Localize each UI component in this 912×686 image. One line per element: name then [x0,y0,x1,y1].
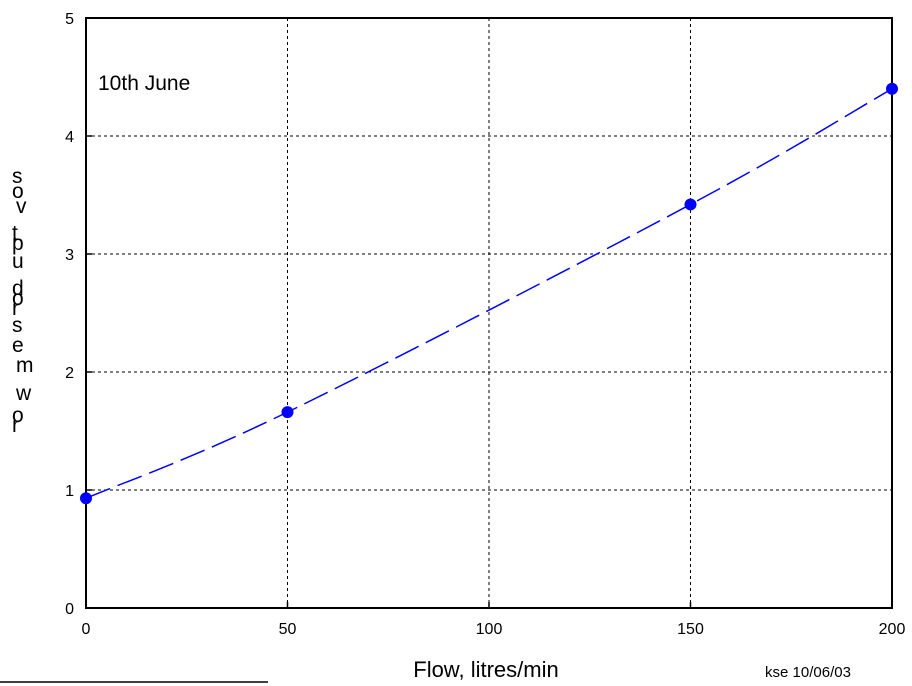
y-tick-label: 3 [65,247,74,264]
y-tick-label: 5 [65,11,74,28]
y-axis-title-char: s [12,165,23,188]
y-axis-title-char: w [15,382,32,405]
y-axis-title-char: v [16,195,27,218]
y-axis-title-char: m [16,354,34,377]
y-axis-title-char: r [12,297,19,320]
data-point [886,82,898,95]
data-point [684,198,697,211]
y-axis-title-char: p [12,232,24,255]
data-point [80,492,92,505]
tick-labels: 0 50 100 150 200 0 1 2 3 4 5 [65,11,905,638]
y-axis-title-char: o [12,287,24,310]
x-tick-label: 0 [82,621,91,638]
y-axis-title-char: e [12,334,24,357]
y-axis-title-char: o [12,180,24,203]
y-axis-title-char: s [12,314,23,337]
series-layer [80,82,898,505]
annotation-date: 10th June [98,72,190,95]
y-axis-title-char: u [12,250,24,273]
y-axis-title-char: r [12,414,19,437]
x-tick-label: 150 [677,621,704,638]
y-tick-label: 0 [65,601,74,618]
data-point [281,406,294,419]
x-tick-label: 50 [279,621,297,638]
grid-lines [86,18,892,608]
y-tick-label: 1 [65,483,74,500]
series-line [85,88,893,499]
x-axis-title: Flow, litres/min [413,657,558,682]
y-axis-title-char: o [12,404,24,427]
x-tick-label: 100 [476,621,503,638]
x-tick-label: 200 [879,621,906,638]
y-tick-label: 2 [65,365,74,382]
y-axis-title-char: d [12,277,24,300]
y-axis-title-char: t [12,222,18,245]
credit-note: kse 10/06/03 [765,664,851,681]
y-tick-label: 4 [65,129,74,146]
